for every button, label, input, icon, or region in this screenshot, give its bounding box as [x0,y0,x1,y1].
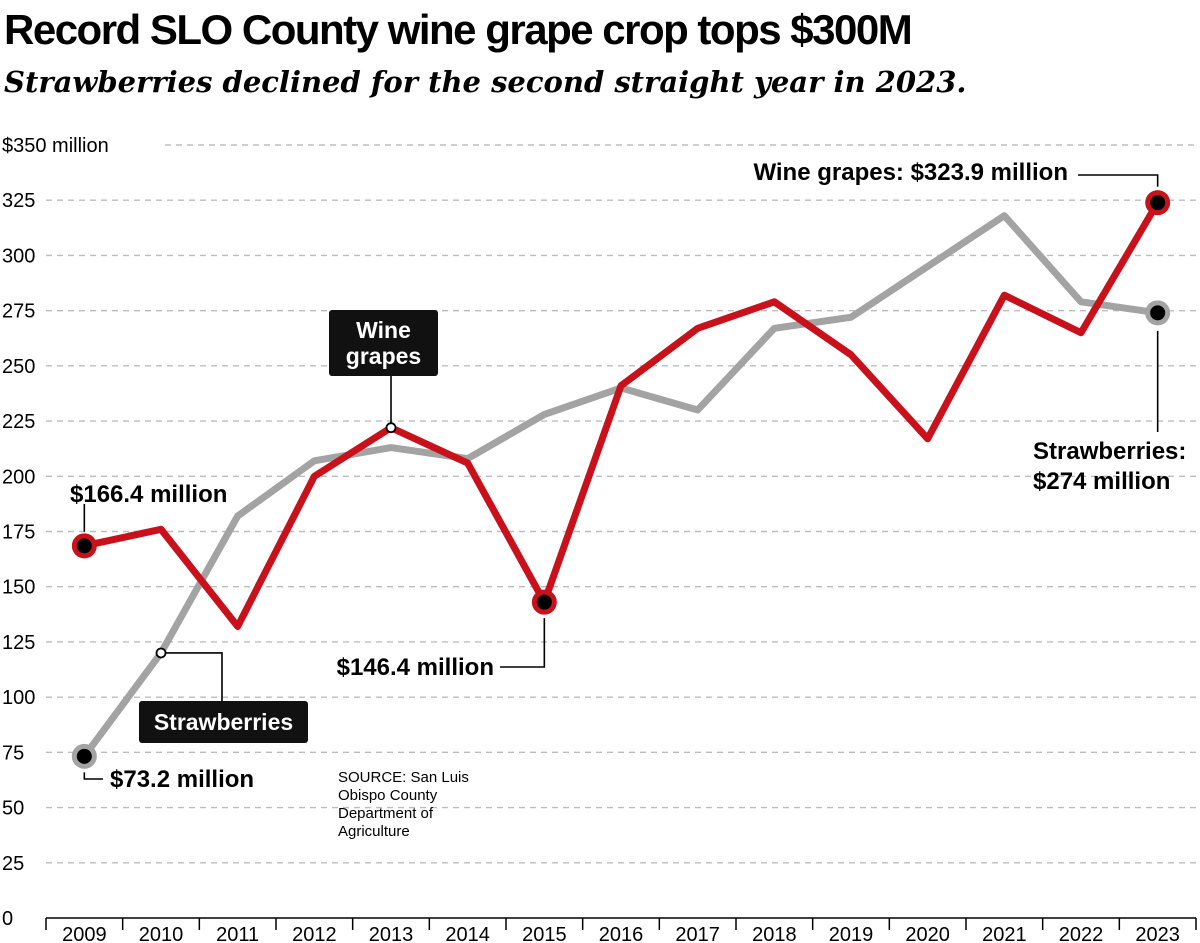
x-tick-label: 2014 [445,924,490,943]
y-axis-labels: 0 25 50 75 100 125 150 175 200 225 250 275 300 325 $35… [2,135,109,930]
wine-grapes-marker-2023 [1150,195,1166,211]
annotation-wine-2015: $146.4 million [337,654,494,681]
annotation-straw-first: $73.2 million [110,766,254,793]
wine-grapes-box-line1: Wine [356,317,411,343]
source-line-1: SOURCE: San Luis [338,769,469,786]
x-axis-labels: 2009 2010 2011 2012 2013 2014 2015 2016 2017 2018… [62,924,1180,943]
y-tick-label: 175 [2,522,35,544]
strawberries-box-background [139,701,308,743]
x-axis [45,917,1197,930]
series-markers [71,190,1171,769]
series-lines [80,199,1162,760]
annotation-wine-last-label: Wine grapes: $323.9 million [753,159,1068,186]
strawberries-box-label: Strawberries [154,709,293,735]
x-tick-label: 2020 [905,924,950,943]
wine-grapes-box-line2: grapes [346,343,421,369]
y-tick-label: 100 [2,687,35,709]
annotation-straw-last-line2: $274 million [1033,468,1170,495]
annotation-wine-2015-label: $146.4 million [337,654,494,681]
y-tick-label: 125 [2,632,35,654]
wine-grapes-line [80,199,1162,630]
leader-wine-last [1078,174,1159,187]
y-tick-label: 50 [2,798,24,820]
y-tick-label: $350 million [2,135,109,157]
chart-subtitle: Strawberries declined for the second str… [4,65,967,99]
x-tick-label: 2012 [292,924,337,943]
x-tick-label: 2021 [982,924,1027,943]
y-tick-label: 300 [2,245,35,267]
y-tick-label: 0 [2,908,13,930]
y-tick-label: 250 [2,356,35,378]
wine-grapes-label-box: Wine grapes [329,310,438,376]
source-line-2: Obispo County [338,787,438,804]
strawberries-label-anchor-dot [155,647,167,659]
x-tick-label: 2019 [829,924,874,943]
x-tick-label: 2022 [1059,924,1104,943]
strawberries-marker-2009 [76,748,92,764]
y-tick-label: 225 [2,411,35,433]
y-tick-label: 75 [2,742,24,764]
x-tick-label: 2011 [216,924,259,943]
y-tick-label: 150 [2,577,35,599]
wine-grapes-marker-2015 [536,594,552,610]
y-tick-label: 275 [2,301,35,323]
x-tick-label: 2023 [1135,924,1180,943]
strawberries-line [80,212,1162,760]
x-tick-label: 2016 [599,924,644,943]
y-tick-label: 200 [2,466,35,488]
leader-straw-first [83,772,103,780]
strawberries-marker-2023 [1150,305,1166,321]
y-tick-label: 25 [2,853,24,875]
x-tick-label: 2018 [752,924,797,943]
leader-straw-box [161,652,223,701]
annotation-wine-first-label: $166.4 million [70,481,227,508]
wine-grapes-label-anchor-dot [385,422,397,434]
annotation-straw-last: Strawberries: $274 million [1033,438,1186,495]
annotation-wine-last: Wine grapes: $323.9 million [753,159,1068,186]
source-line-3: Department of [338,805,434,822]
annotation-straw-last-line1: Strawberries: [1033,438,1186,465]
leader-wine-2015 [500,618,546,668]
annotation-straw-first-label: $73.2 million [110,766,254,793]
x-tick-label: 2015 [522,924,567,943]
annotation-wine-first: $166.4 million [70,481,227,508]
grid-lines [46,144,1196,864]
x-tick-label: 2010 [139,924,184,943]
strawberries-label-box: Strawberries [139,701,308,743]
annotation-leaders [83,174,1159,780]
x-tick-label: 2017 [675,924,720,943]
wine-grapes-marker-2009 [76,538,92,554]
x-tick-label: 2013 [369,924,414,943]
source-line-4: Agriculture [338,823,410,840]
source-note: SOURCE: San Luis Obispo County Departmen… [338,769,469,840]
y-tick-label: 325 [2,190,35,212]
x-tick-label: 2009 [62,924,107,943]
wine-grapes-box-background [329,310,438,376]
chart-title: Record SLO County wine grape crop tops $… [4,6,913,53]
